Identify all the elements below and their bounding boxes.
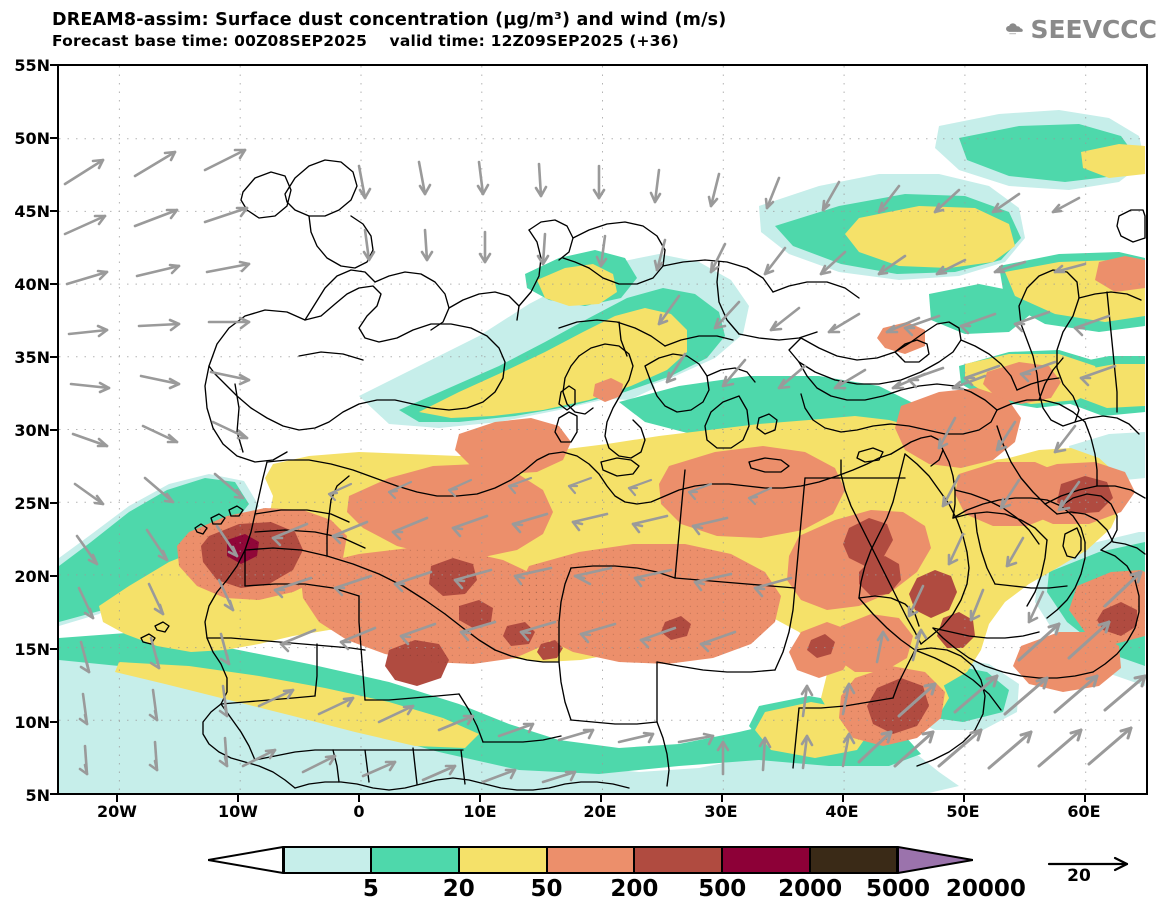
chart-subtitle: Forecast base time: 00Z08SEP2025 valid t…	[52, 32, 679, 50]
lat-tick-40n: 40N	[14, 275, 50, 294]
colorbar-tick-label: 50	[530, 876, 563, 902]
dust-concentration-map	[57, 64, 1148, 795]
lon-tick-mark	[116, 795, 118, 802]
lon-tick-30e: 30E	[704, 802, 738, 821]
lon-tick-mark	[237, 795, 239, 802]
lon-tick-0: 0	[353, 802, 365, 821]
lon-tick-mark	[963, 795, 965, 802]
lat-tick-50n: 50N	[14, 129, 50, 148]
cloud-wind-icon	[1006, 23, 1023, 35]
colorbar-tick-label: 2000	[778, 876, 843, 902]
lat-tick-20n: 20N	[14, 567, 50, 586]
colorbar-caps	[208, 846, 973, 874]
lat-tick-mark	[50, 793, 57, 795]
lat-tick-10n: 10N	[14, 713, 50, 732]
lon-tick-mark	[1084, 795, 1086, 802]
lon-tick-mark	[479, 795, 481, 802]
lat-tick-25n: 25N	[14, 494, 50, 513]
lat-tick-mark	[50, 283, 57, 285]
lat-tick-mark	[50, 648, 57, 650]
lat-tick-30n: 30N	[14, 421, 50, 440]
lon-tick-20e: 20E	[583, 802, 617, 821]
colorbar-tick-label: 5	[362, 876, 379, 902]
lat-tick-55n: 55N	[14, 56, 50, 75]
chart-header: DREAM8-assim: Surface dust concentration…	[0, 0, 1165, 60]
lon-tick-50e: 50E	[946, 802, 980, 821]
wind-scale-value: 20	[1067, 866, 1091, 886]
seevccc-logo: SEEVCCC	[1005, 8, 1157, 50]
logo-text: SEEVCCC	[1030, 14, 1157, 44]
colorbar-tick-label: 500	[698, 876, 747, 902]
lon-tick-40e: 40E	[825, 802, 859, 821]
lat-tick-mark	[50, 575, 57, 577]
wind-scale-reference	[1047, 856, 1129, 872]
lat-tick-mark	[50, 210, 57, 212]
lat-tick-15n: 15N	[14, 640, 50, 659]
lat-tick-mark	[50, 137, 57, 139]
lat-tick-mark	[50, 429, 57, 431]
lon-tick-mark	[600, 795, 602, 802]
lon-tick-mark	[842, 795, 844, 802]
lat-tick-35n: 35N	[14, 348, 50, 367]
map-canvas	[59, 66, 1146, 793]
lat-tick-mark	[50, 721, 57, 723]
colorbar-frame	[283, 846, 898, 874]
chart-title: DREAM8-assim: Surface dust concentration…	[52, 10, 727, 30]
colorbar-tick-label: 200	[610, 876, 659, 902]
colorbar-over-cap	[897, 846, 973, 874]
lat-tick-mark	[50, 356, 57, 358]
lat-tick-45n: 45N	[14, 202, 50, 221]
lat-tick-mark	[50, 502, 57, 504]
colorbar: 5 20 50 200 500 2000 5000 20000	[208, 846, 1026, 902]
colorbar-tick-label: 20	[442, 876, 475, 902]
lon-tick-60e: 60E	[1067, 802, 1101, 821]
lon-tick-mark	[721, 795, 723, 802]
lon-tick-20w: 20W	[97, 802, 137, 821]
lon-tick-mark	[358, 795, 360, 802]
colorbar-tick-label: 20000	[945, 876, 1026, 902]
lon-tick-10w: 10W	[218, 802, 258, 821]
lon-tick-10e: 10E	[463, 802, 497, 821]
colorbar-segments	[208, 846, 973, 874]
lat-tick-mark	[50, 64, 57, 66]
colorbar-tick-label: 5000	[865, 876, 930, 902]
lat-tick-5n: 5N	[25, 786, 50, 805]
